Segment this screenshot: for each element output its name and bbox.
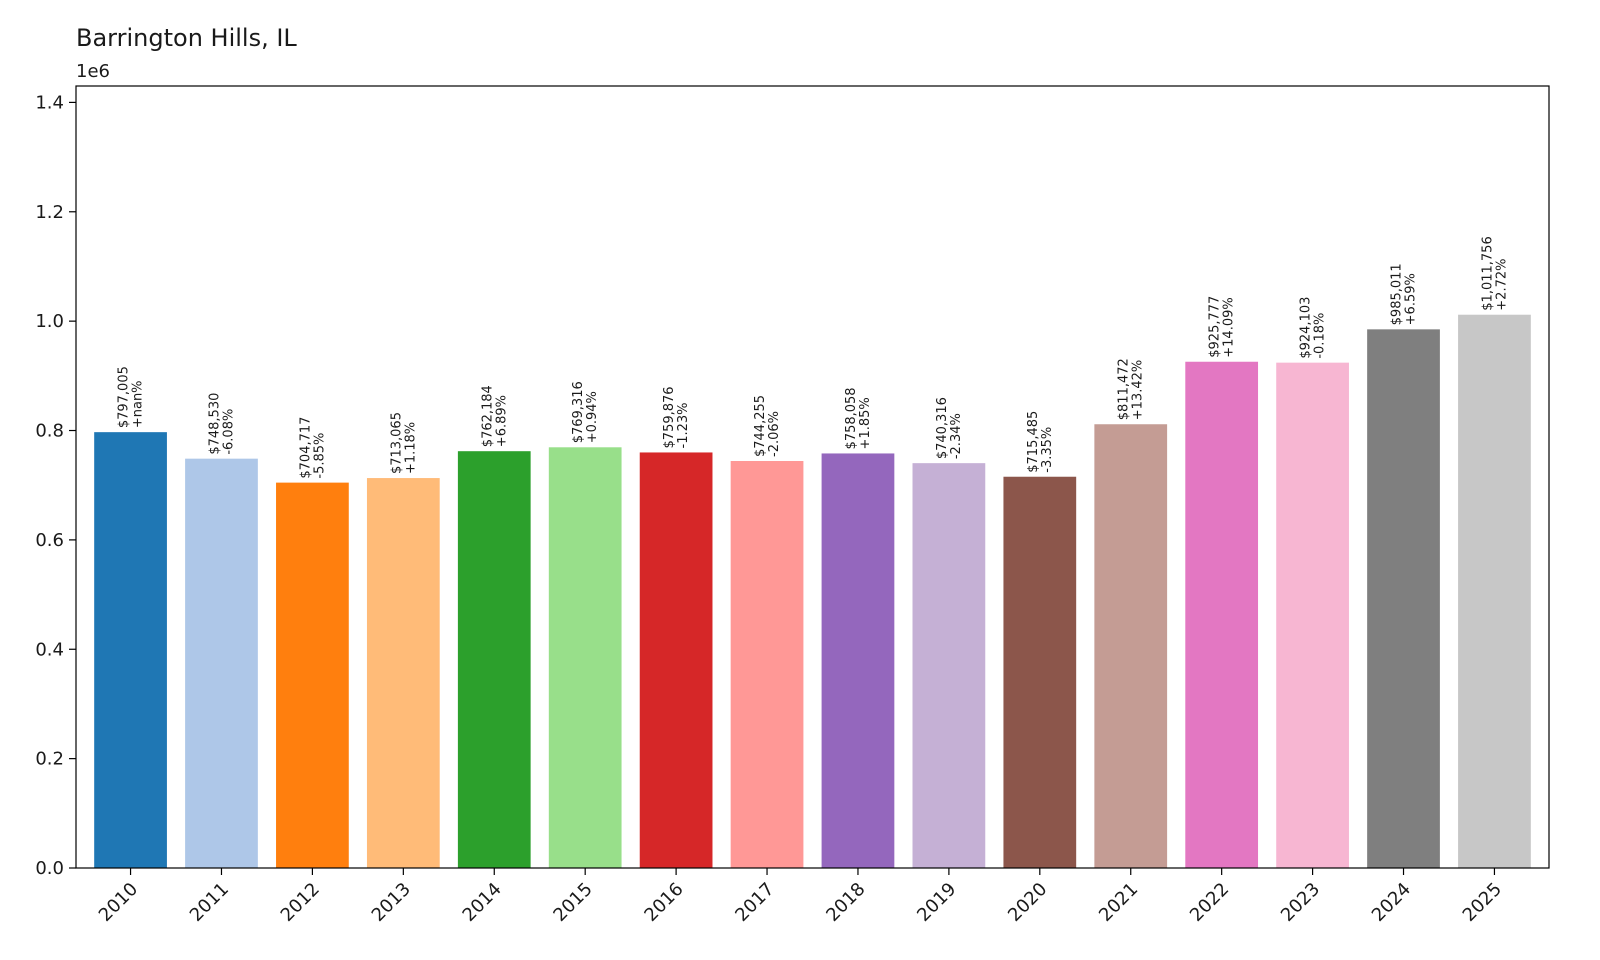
bar-label-group: $1,011,756 +2.72% <box>1480 236 1509 310</box>
bar-2021 <box>1094 424 1168 868</box>
bar-price-label: $985,011 <box>1390 263 1405 325</box>
bar-price-label: $715,485 <box>1026 411 1041 473</box>
bar-2013 <box>366 478 440 868</box>
bar-price-label: $759,876 <box>662 386 677 448</box>
bar-2015 <box>548 447 622 868</box>
bar-label-group: $748,530 -6.08% <box>207 393 236 455</box>
bar-label-group: $758,058 +1.85% <box>844 387 873 449</box>
bar-label-group: $704,717 -5.85% <box>298 417 327 479</box>
bar-labels-group: $797,005 +nan% $748,530 -6.08% $704,717 -5.85… <box>117 236 1510 478</box>
y-tick-label: 1.2 <box>35 202 64 223</box>
bar-change-label: +1.85% <box>858 397 873 449</box>
bars-group <box>94 314 1531 869</box>
x-axis: 2010 2011 2012 2013 2014 2015 2016 2017 2018 2019… <box>95 868 1506 926</box>
bar-2019 <box>912 463 986 868</box>
x-tick-label: 2017 <box>731 879 778 926</box>
bar-2018 <box>821 453 895 868</box>
bar-change-label: -0.18% <box>1313 313 1328 359</box>
x-tick-label: 2022 <box>1186 879 1233 926</box>
x-tick-label: 2012 <box>277 879 324 926</box>
bar-label-group: $797,005 +nan% <box>117 366 146 428</box>
bar-change-label: +6.89% <box>494 395 509 447</box>
x-tick-label: 2024 <box>1368 879 1415 926</box>
y-tick-label: 1.4 <box>35 92 64 113</box>
bar-change-label: +13.42% <box>1131 360 1146 420</box>
x-tick-label: 2018 <box>822 879 869 926</box>
bar-2012 <box>276 482 349 868</box>
bar-price-label: $762,184 <box>480 385 495 447</box>
bar-2024 <box>1367 329 1440 868</box>
plot-frame <box>75 85 1550 869</box>
bar-2014 <box>457 451 531 868</box>
bar-2011 <box>185 458 258 868</box>
bar-label-group: $769,316 +0.94% <box>571 381 600 443</box>
bar-change-label: +14.09% <box>1222 297 1237 357</box>
bar-2023 <box>1276 362 1349 868</box>
bar-price-label: $1,011,756 <box>1480 236 1495 310</box>
bar-price-label: $704,717 <box>298 417 313 479</box>
x-tick-label: 2010 <box>95 879 142 926</box>
y-tick-label: 0.4 <box>35 639 64 660</box>
y-tick-label: 0.6 <box>35 530 64 551</box>
bar-change-label: -6.08% <box>221 409 236 455</box>
bar-change-label: +0.94% <box>585 391 600 443</box>
bar-2020 <box>1003 476 1077 868</box>
bar-label-group: $744,255 -2.06% <box>753 395 782 457</box>
x-tick-label: 2016 <box>640 879 687 926</box>
y-axis-offset-label: 1e6 <box>76 61 110 82</box>
x-tick-label: 2023 <box>1277 879 1324 926</box>
bar-price-label: $758,058 <box>844 387 859 449</box>
x-tick-label: 2020 <box>1004 879 1051 926</box>
bar-2010 <box>94 432 167 868</box>
bar-change-label: +nan% <box>131 380 146 428</box>
bar-change-label: -2.34% <box>949 413 964 459</box>
bar-change-label: -1.23% <box>676 402 691 448</box>
bar-2025 <box>1458 314 1531 869</box>
bar-change-label: +2.72% <box>1494 259 1509 311</box>
bar-price-label: $925,777 <box>1208 296 1223 358</box>
bar-label-group: $811,472 +13.42% <box>1117 358 1146 420</box>
bar-label-group: $762,184 +6.89% <box>480 385 509 447</box>
bar-change-label: -3.35% <box>1040 427 1055 473</box>
y-tick-label: 1.0 <box>35 311 64 332</box>
x-tick-label: 2013 <box>368 879 415 926</box>
bar-price-label: $811,472 <box>1117 358 1132 420</box>
bar-change-label: +6.59% <box>1404 273 1419 325</box>
y-axis: 0.0 0.2 0.4 0.6 0.8 1.0 1.2 1.4 <box>35 92 76 879</box>
y-tick-label: 0.0 <box>35 858 64 879</box>
x-tick-label: 2019 <box>913 879 960 926</box>
bar-2016 <box>639 452 713 868</box>
chart-title: Barrington Hills, IL <box>76 24 297 52</box>
x-tick-label: 2014 <box>459 879 506 926</box>
bar-label-group: $924,103 -0.18% <box>1299 297 1328 359</box>
bar-price-label: $740,316 <box>935 397 950 459</box>
bar-change-label: -2.06% <box>767 411 782 457</box>
x-tick-label: 2011 <box>186 879 233 926</box>
bar-2017 <box>730 461 804 868</box>
bar-price-label: $748,530 <box>207 393 222 455</box>
bar-price-label: $797,005 <box>117 366 132 428</box>
bar-label-group: $985,011 +6.59% <box>1390 263 1419 325</box>
x-tick-label: 2025 <box>1459 879 1506 926</box>
y-tick-label: 0.8 <box>35 421 64 442</box>
bar-price-label: $924,103 <box>1299 297 1314 359</box>
x-tick-label: 2021 <box>1095 879 1142 926</box>
bar-label-group: $925,777 +14.09% <box>1208 296 1237 358</box>
bar-price-label: $744,255 <box>753 395 768 457</box>
y-tick-label: 0.2 <box>35 749 64 770</box>
bar-price-label: $769,316 <box>571 381 586 443</box>
bar-price-label: $713,065 <box>389 412 404 474</box>
bar-label-group: $713,065 +1.18% <box>389 412 418 474</box>
bar-label-group: $715,485 -3.35% <box>1026 411 1055 473</box>
bar-label-group: $759,876 -1.23% <box>662 386 691 448</box>
x-tick-label: 2015 <box>549 879 596 926</box>
bar-2022 <box>1185 361 1259 868</box>
bar-label-group: $740,316 -2.34% <box>935 397 964 459</box>
bar-change-label: +1.18% <box>403 422 418 474</box>
bar-change-label: -5.85% <box>312 433 327 479</box>
